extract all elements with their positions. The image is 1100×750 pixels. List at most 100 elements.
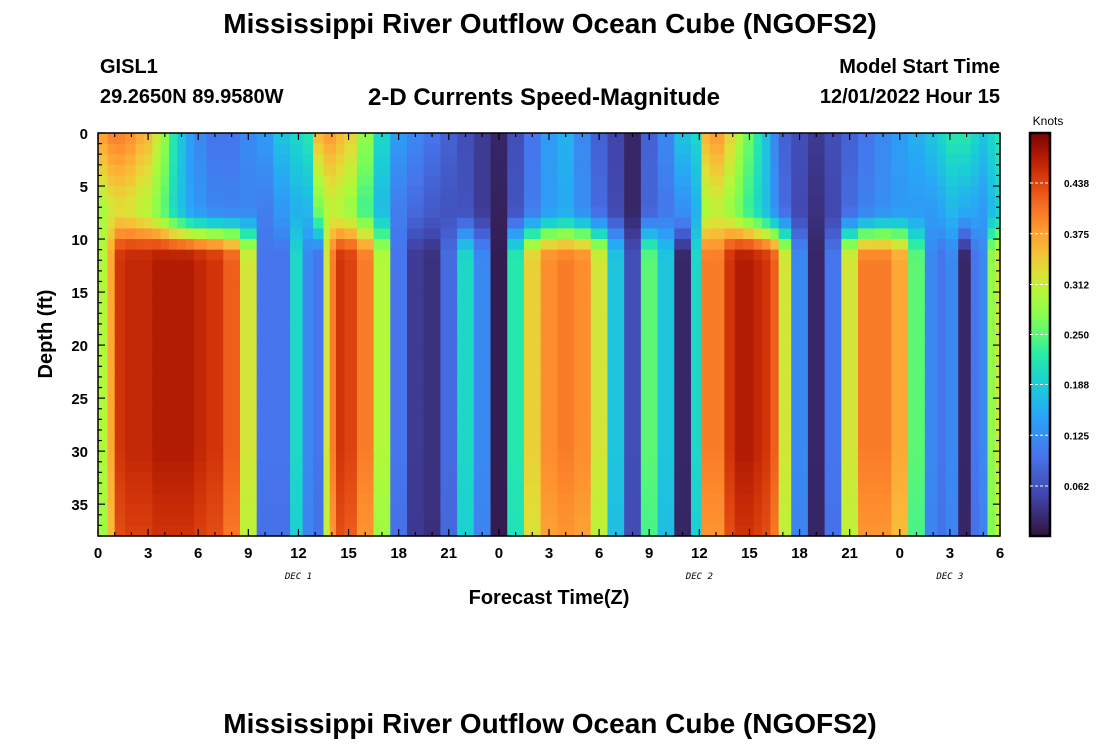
heatmap-cell bbox=[177, 196, 187, 208]
heatmap-cell bbox=[945, 376, 959, 389]
heatmap-cell bbox=[223, 154, 241, 166]
heatmap-cell bbox=[177, 355, 187, 367]
heatmap-cell bbox=[323, 440, 331, 452]
heatmap-cell bbox=[194, 302, 208, 314]
heatmap-cell bbox=[937, 334, 947, 346]
heatmap-cell bbox=[945, 217, 959, 230]
heatmap-cell bbox=[194, 207, 208, 219]
heatmap-cell bbox=[908, 408, 926, 420]
heatmap-cell bbox=[979, 345, 989, 357]
heatmap-cell bbox=[987, 472, 996, 484]
heatmap-cell bbox=[590, 164, 609, 177]
heatmap-cell bbox=[440, 419, 458, 431]
heatmap-cell bbox=[160, 196, 170, 208]
heatmap-cell bbox=[657, 408, 675, 420]
heatmap-cell bbox=[507, 186, 525, 198]
heatmap-cell bbox=[674, 260, 692, 272]
heatmap-cell bbox=[945, 408, 959, 420]
heatmap-cell bbox=[743, 302, 755, 314]
heatmap-cell bbox=[356, 525, 375, 537]
heatmap-cell bbox=[223, 493, 241, 505]
heatmap-cell bbox=[841, 429, 859, 442]
heatmap-cell bbox=[824, 440, 842, 452]
heatmap-cell bbox=[356, 239, 375, 251]
heatmap-cell bbox=[624, 387, 642, 399]
heatmap-cell bbox=[256, 504, 274, 516]
heatmap-cell bbox=[709, 334, 725, 346]
heatmap-cell bbox=[709, 376, 725, 389]
x-tick-label: 3 bbox=[946, 545, 954, 562]
heatmap-cell bbox=[125, 260, 137, 272]
heatmap-cell bbox=[160, 292, 170, 304]
heatmap-cell bbox=[753, 292, 763, 304]
heatmap-cell bbox=[743, 281, 755, 293]
heatmap-cell bbox=[329, 472, 337, 484]
heatmap-cell bbox=[143, 164, 153, 177]
heatmap-cell bbox=[98, 419, 109, 431]
heatmap-cell bbox=[336, 408, 345, 420]
heatmap-cell bbox=[574, 461, 592, 473]
heatmap-cell bbox=[924, 514, 938, 526]
heatmap-cell bbox=[356, 186, 375, 198]
model-start-value: 12/01/2022 Hour 15 bbox=[819, 86, 1000, 108]
heatmap-cell bbox=[891, 239, 909, 251]
heatmap-cell bbox=[423, 366, 442, 378]
heatmap-cell bbox=[194, 239, 208, 251]
heatmap-cell bbox=[177, 408, 187, 420]
heatmap-cell bbox=[185, 440, 195, 452]
heatmap-cell bbox=[507, 217, 525, 230]
y-tick-label: 25 bbox=[71, 391, 88, 408]
heatmap-cell bbox=[937, 133, 947, 145]
heatmap-cell bbox=[329, 387, 337, 399]
heatmap-cell bbox=[590, 366, 609, 378]
heatmap-cell bbox=[761, 143, 771, 155]
heatmap-cell bbox=[457, 164, 475, 177]
heatmap-cell bbox=[958, 472, 972, 484]
heatmap-cell bbox=[440, 461, 458, 473]
colorbar-tick-label: 0.250 bbox=[1064, 331, 1089, 342]
heatmap-cell bbox=[807, 292, 826, 304]
heatmap-cell bbox=[994, 292, 1001, 304]
heatmap-cell bbox=[490, 514, 508, 526]
heatmap-cell bbox=[590, 217, 609, 230]
heatmap-cell bbox=[724, 451, 736, 463]
heatmap-cell bbox=[98, 504, 109, 516]
heatmap-cell bbox=[177, 514, 187, 526]
heatmap-cell bbox=[761, 504, 771, 516]
heatmap-cell bbox=[457, 429, 475, 442]
heatmap-cell bbox=[690, 345, 703, 357]
heatmap-cell bbox=[908, 217, 926, 230]
heatmap-cell bbox=[841, 186, 859, 198]
heatmap-cell bbox=[734, 196, 744, 208]
heatmap-cell bbox=[390, 419, 408, 431]
heatmap-cell bbox=[908, 260, 926, 272]
heatmap-cell bbox=[336, 482, 345, 495]
heatmap-cell bbox=[323, 387, 331, 399]
heatmap-cell bbox=[256, 345, 274, 357]
heatmap-cell bbox=[624, 429, 642, 442]
heatmap-cell bbox=[841, 323, 859, 336]
heatmap-cell bbox=[239, 143, 258, 155]
heatmap-cell bbox=[690, 154, 703, 166]
heatmap-cell bbox=[440, 429, 458, 442]
heatmap-cell bbox=[168, 207, 178, 219]
heatmap-cell bbox=[507, 429, 525, 442]
heatmap-cell bbox=[239, 493, 258, 505]
heatmap-cell bbox=[373, 461, 391, 473]
heatmap-cell bbox=[194, 493, 208, 505]
heatmap-cell bbox=[807, 164, 826, 177]
heatmap-cell bbox=[152, 207, 162, 219]
heatmap-cell bbox=[423, 398, 442, 410]
heatmap-cell bbox=[290, 260, 304, 272]
heatmap-cell bbox=[540, 175, 558, 187]
heatmap-cell bbox=[239, 429, 258, 442]
heatmap-cell bbox=[824, 313, 842, 325]
y-tick-label: 35 bbox=[71, 497, 88, 514]
heatmap-cell bbox=[994, 260, 1001, 272]
heatmap-cell bbox=[239, 249, 258, 261]
heatmap-cell bbox=[824, 429, 842, 442]
heatmap-cell bbox=[987, 461, 996, 473]
heatmap-cell bbox=[273, 281, 291, 293]
heatmap-cell bbox=[540, 164, 558, 177]
heatmap-cell bbox=[624, 376, 642, 389]
